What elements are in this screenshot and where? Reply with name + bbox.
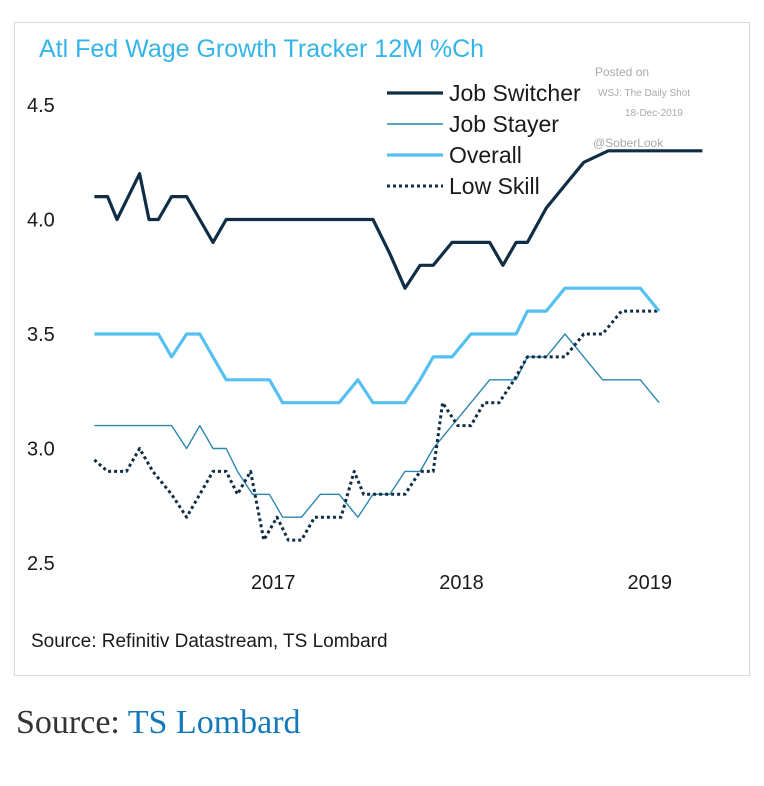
series-line-job-stayer bbox=[94, 333, 660, 518]
watermark-source: WSJ: The Daily Shot bbox=[598, 88, 690, 99]
series-lines bbox=[93, 149, 703, 542]
line-chart: Atl Fed Wage Growth Tracker 12M %Ch 2.5 3… bbox=[27, 35, 703, 652]
watermark-handle: @SoberLook bbox=[593, 136, 664, 150]
watermark-posted: Posted on bbox=[595, 65, 649, 79]
x-tick-label: 2017 bbox=[251, 572, 296, 594]
x-axis: 2017 2018 2019 bbox=[251, 572, 672, 594]
y-tick-label: 4.5 bbox=[27, 95, 55, 117]
watermark-date: 18-Dec-2019 bbox=[625, 108, 683, 119]
y-axis: 2.5 3.0 3.5 4.0 4.5 bbox=[27, 95, 55, 575]
series-line-low-skill bbox=[93, 309, 660, 542]
page-source: Source: TS Lombard bbox=[16, 704, 301, 742]
legend-label: Job Stayer bbox=[449, 111, 559, 137]
series-line-overall bbox=[94, 286, 661, 405]
y-tick-label: 4.0 bbox=[27, 210, 55, 232]
chart-title: Atl Fed Wage Growth Tracker 12M %Ch bbox=[39, 35, 484, 63]
y-tick-label: 3.0 bbox=[27, 439, 55, 461]
legend-label: Overall bbox=[449, 142, 522, 168]
legend-label: Job Switcher bbox=[449, 80, 581, 106]
y-tick-label: 3.5 bbox=[27, 324, 55, 346]
x-tick-label: 2018 bbox=[439, 572, 484, 594]
watermark: Posted on WSJ: The Daily Shot 18-Dec-201… bbox=[593, 65, 690, 150]
y-tick-label: 2.5 bbox=[27, 553, 55, 575]
legend: Job Switcher Job Stayer Overall Low Skill bbox=[387, 80, 581, 199]
chart-source: Source: Refinitiv Datastream, TS Lombard bbox=[31, 631, 388, 652]
page-source-prefix: Source: bbox=[16, 704, 128, 741]
page-source-link[interactable]: TS Lombard bbox=[127, 704, 301, 741]
x-tick-label: 2019 bbox=[627, 572, 672, 594]
chart-card: Atl Fed Wage Growth Tracker 12M %Ch 2.5 3… bbox=[14, 22, 750, 676]
series-line-job-switcher bbox=[94, 149, 703, 290]
legend-label: Low Skill bbox=[449, 173, 540, 199]
